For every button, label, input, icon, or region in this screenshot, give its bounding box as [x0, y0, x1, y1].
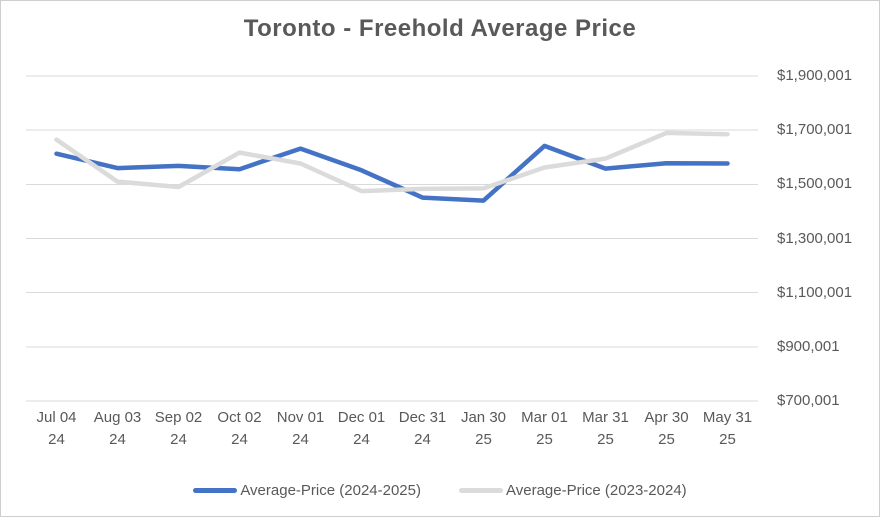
- legend: Average-Price (2024-2025) Average-Price (…: [1, 476, 879, 504]
- legend-label: Average-Price (2023-2024): [506, 481, 687, 499]
- legend-item: Average-Price (2024-2025): [193, 482, 421, 499]
- legend-item: Average-Price (2023-2024): [459, 482, 687, 499]
- series-line-1: [54, 130, 730, 194]
- chart-title: Toronto - Freehold Average Price: [243, 15, 637, 42]
- legend-swatch-icon: [459, 487, 503, 493]
- series-line-0: [54, 143, 730, 203]
- legend-swatch-icon: [193, 487, 238, 493]
- legend-label: Average-Price (2024-2025): [240, 481, 421, 499]
